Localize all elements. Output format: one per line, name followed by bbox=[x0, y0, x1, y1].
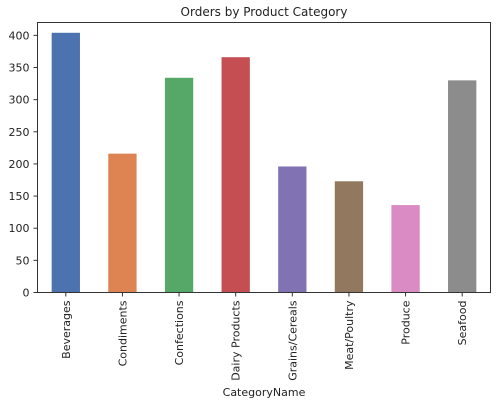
y-tick-label-7: 350 bbox=[9, 62, 30, 75]
y-axis: 0 50 100 150 200 250 300 350 400 bbox=[9, 29, 38, 300]
x-tick-label-5: Meat/Poultry bbox=[343, 300, 356, 370]
x-tick-label-1: Condiments bbox=[116, 300, 129, 366]
y-tick-label-3: 150 bbox=[9, 190, 30, 203]
y-tick-label-2: 100 bbox=[9, 222, 30, 235]
bar-1 bbox=[108, 153, 137, 293]
x-axis-label: CategoryName bbox=[223, 386, 306, 399]
y-tick-label-8: 400 bbox=[9, 29, 30, 42]
plot-frame bbox=[37, 22, 491, 293]
y-tick-label-5: 250 bbox=[9, 126, 30, 139]
x-tick-label-0: Beverages bbox=[60, 300, 73, 359]
chart-title: Orders by Product Category bbox=[181, 5, 348, 19]
y-tick-label-6: 300 bbox=[9, 94, 30, 107]
x-tick-label-6: Produce bbox=[400, 300, 413, 344]
y-tick-label-0: 0 bbox=[23, 287, 30, 300]
x-axis: Beverages Condiments Confections Dairy Prod… bbox=[60, 292, 469, 381]
x-tick-label-4: Grains/Cereals bbox=[286, 300, 299, 381]
bar-7 bbox=[448, 80, 477, 293]
bar-4 bbox=[278, 166, 307, 293]
y-tick-label-1: 50 bbox=[16, 254, 30, 267]
bar-0 bbox=[51, 32, 80, 293]
x-tick-label-3: Dairy Products bbox=[230, 300, 243, 381]
bar-6 bbox=[391, 205, 420, 293]
y-tick-label-4: 200 bbox=[9, 158, 30, 171]
x-tick-label-7: Seafood bbox=[456, 301, 469, 346]
bars-group bbox=[51, 32, 477, 293]
bar-2 bbox=[164, 77, 194, 293]
x-tick-label-2: Confections bbox=[173, 300, 186, 365]
bar-5 bbox=[334, 181, 364, 293]
bar-3 bbox=[221, 57, 250, 293]
